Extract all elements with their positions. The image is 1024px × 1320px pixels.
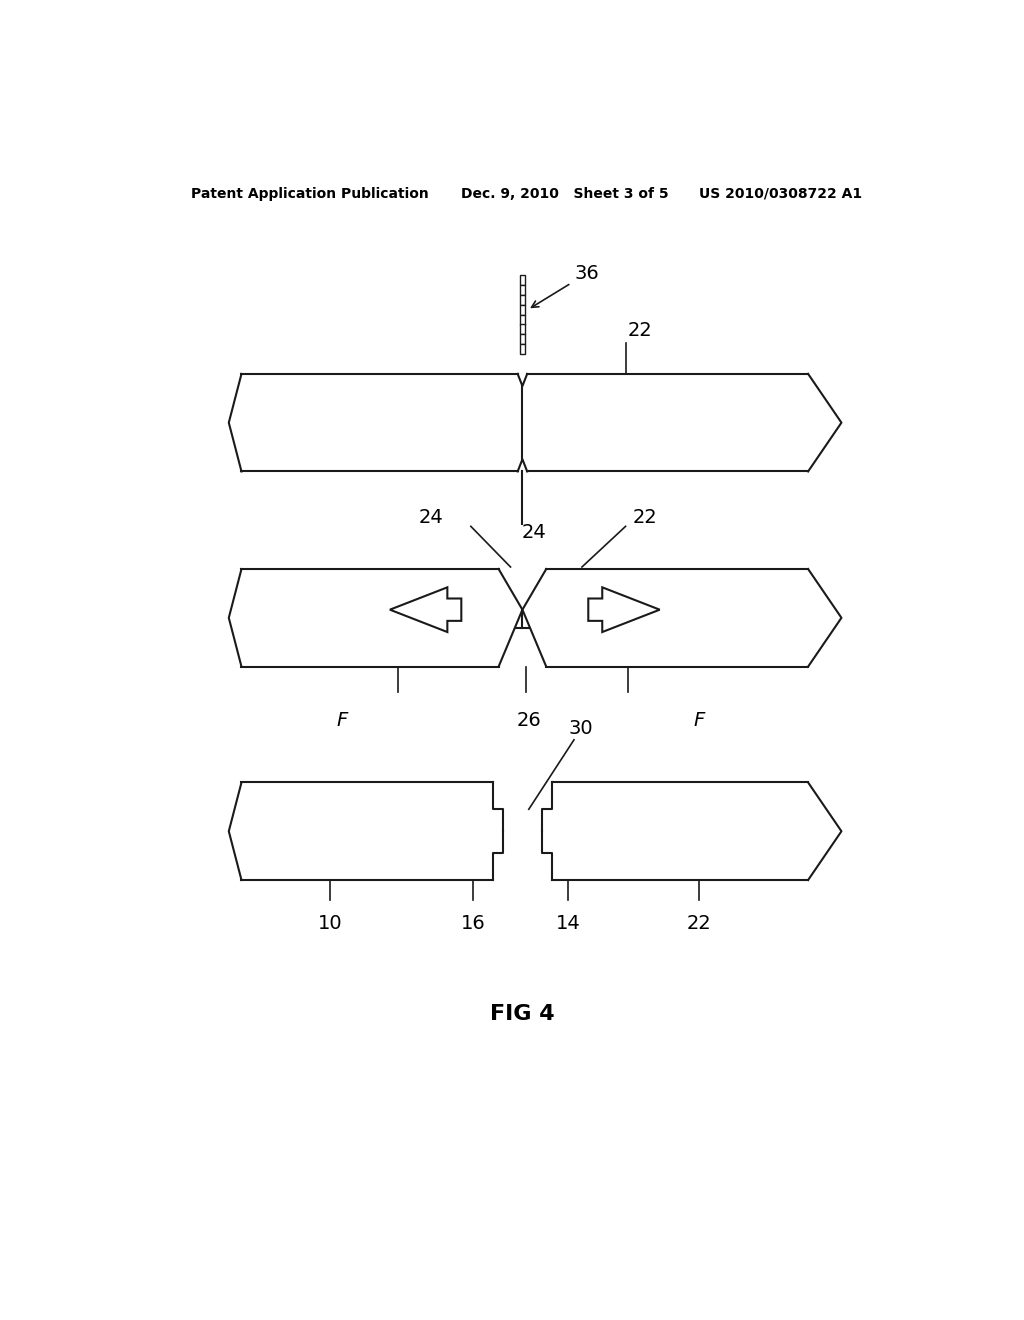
Bar: [519, 305, 525, 315]
Polygon shape: [588, 587, 659, 632]
Text: Patent Application Publication: Patent Application Publication: [191, 187, 429, 201]
Text: 22: 22: [628, 321, 652, 341]
Text: 24: 24: [419, 508, 443, 527]
Bar: [519, 325, 525, 334]
Text: US 2010/0308722 A1: US 2010/0308722 A1: [699, 187, 862, 201]
Text: Dec. 9, 2010   Sheet 3 of 5: Dec. 9, 2010 Sheet 3 of 5: [461, 187, 669, 201]
Bar: [519, 314, 525, 325]
Text: 30: 30: [568, 718, 593, 738]
Bar: [519, 345, 525, 354]
Text: 22: 22: [687, 913, 712, 933]
Bar: [519, 276, 525, 285]
Polygon shape: [390, 587, 461, 632]
Bar: [519, 334, 525, 345]
Text: 14: 14: [556, 913, 581, 933]
Text: F: F: [694, 710, 705, 730]
Text: 26: 26: [516, 710, 541, 730]
Text: FIG 4: FIG 4: [490, 1005, 555, 1024]
Text: 10: 10: [318, 913, 343, 933]
Text: 36: 36: [531, 264, 599, 308]
Text: 22: 22: [633, 508, 657, 527]
Text: 16: 16: [461, 913, 485, 933]
Text: 24: 24: [522, 523, 547, 541]
Bar: [519, 294, 525, 305]
Text: F: F: [337, 710, 348, 730]
Bar: [519, 285, 525, 296]
